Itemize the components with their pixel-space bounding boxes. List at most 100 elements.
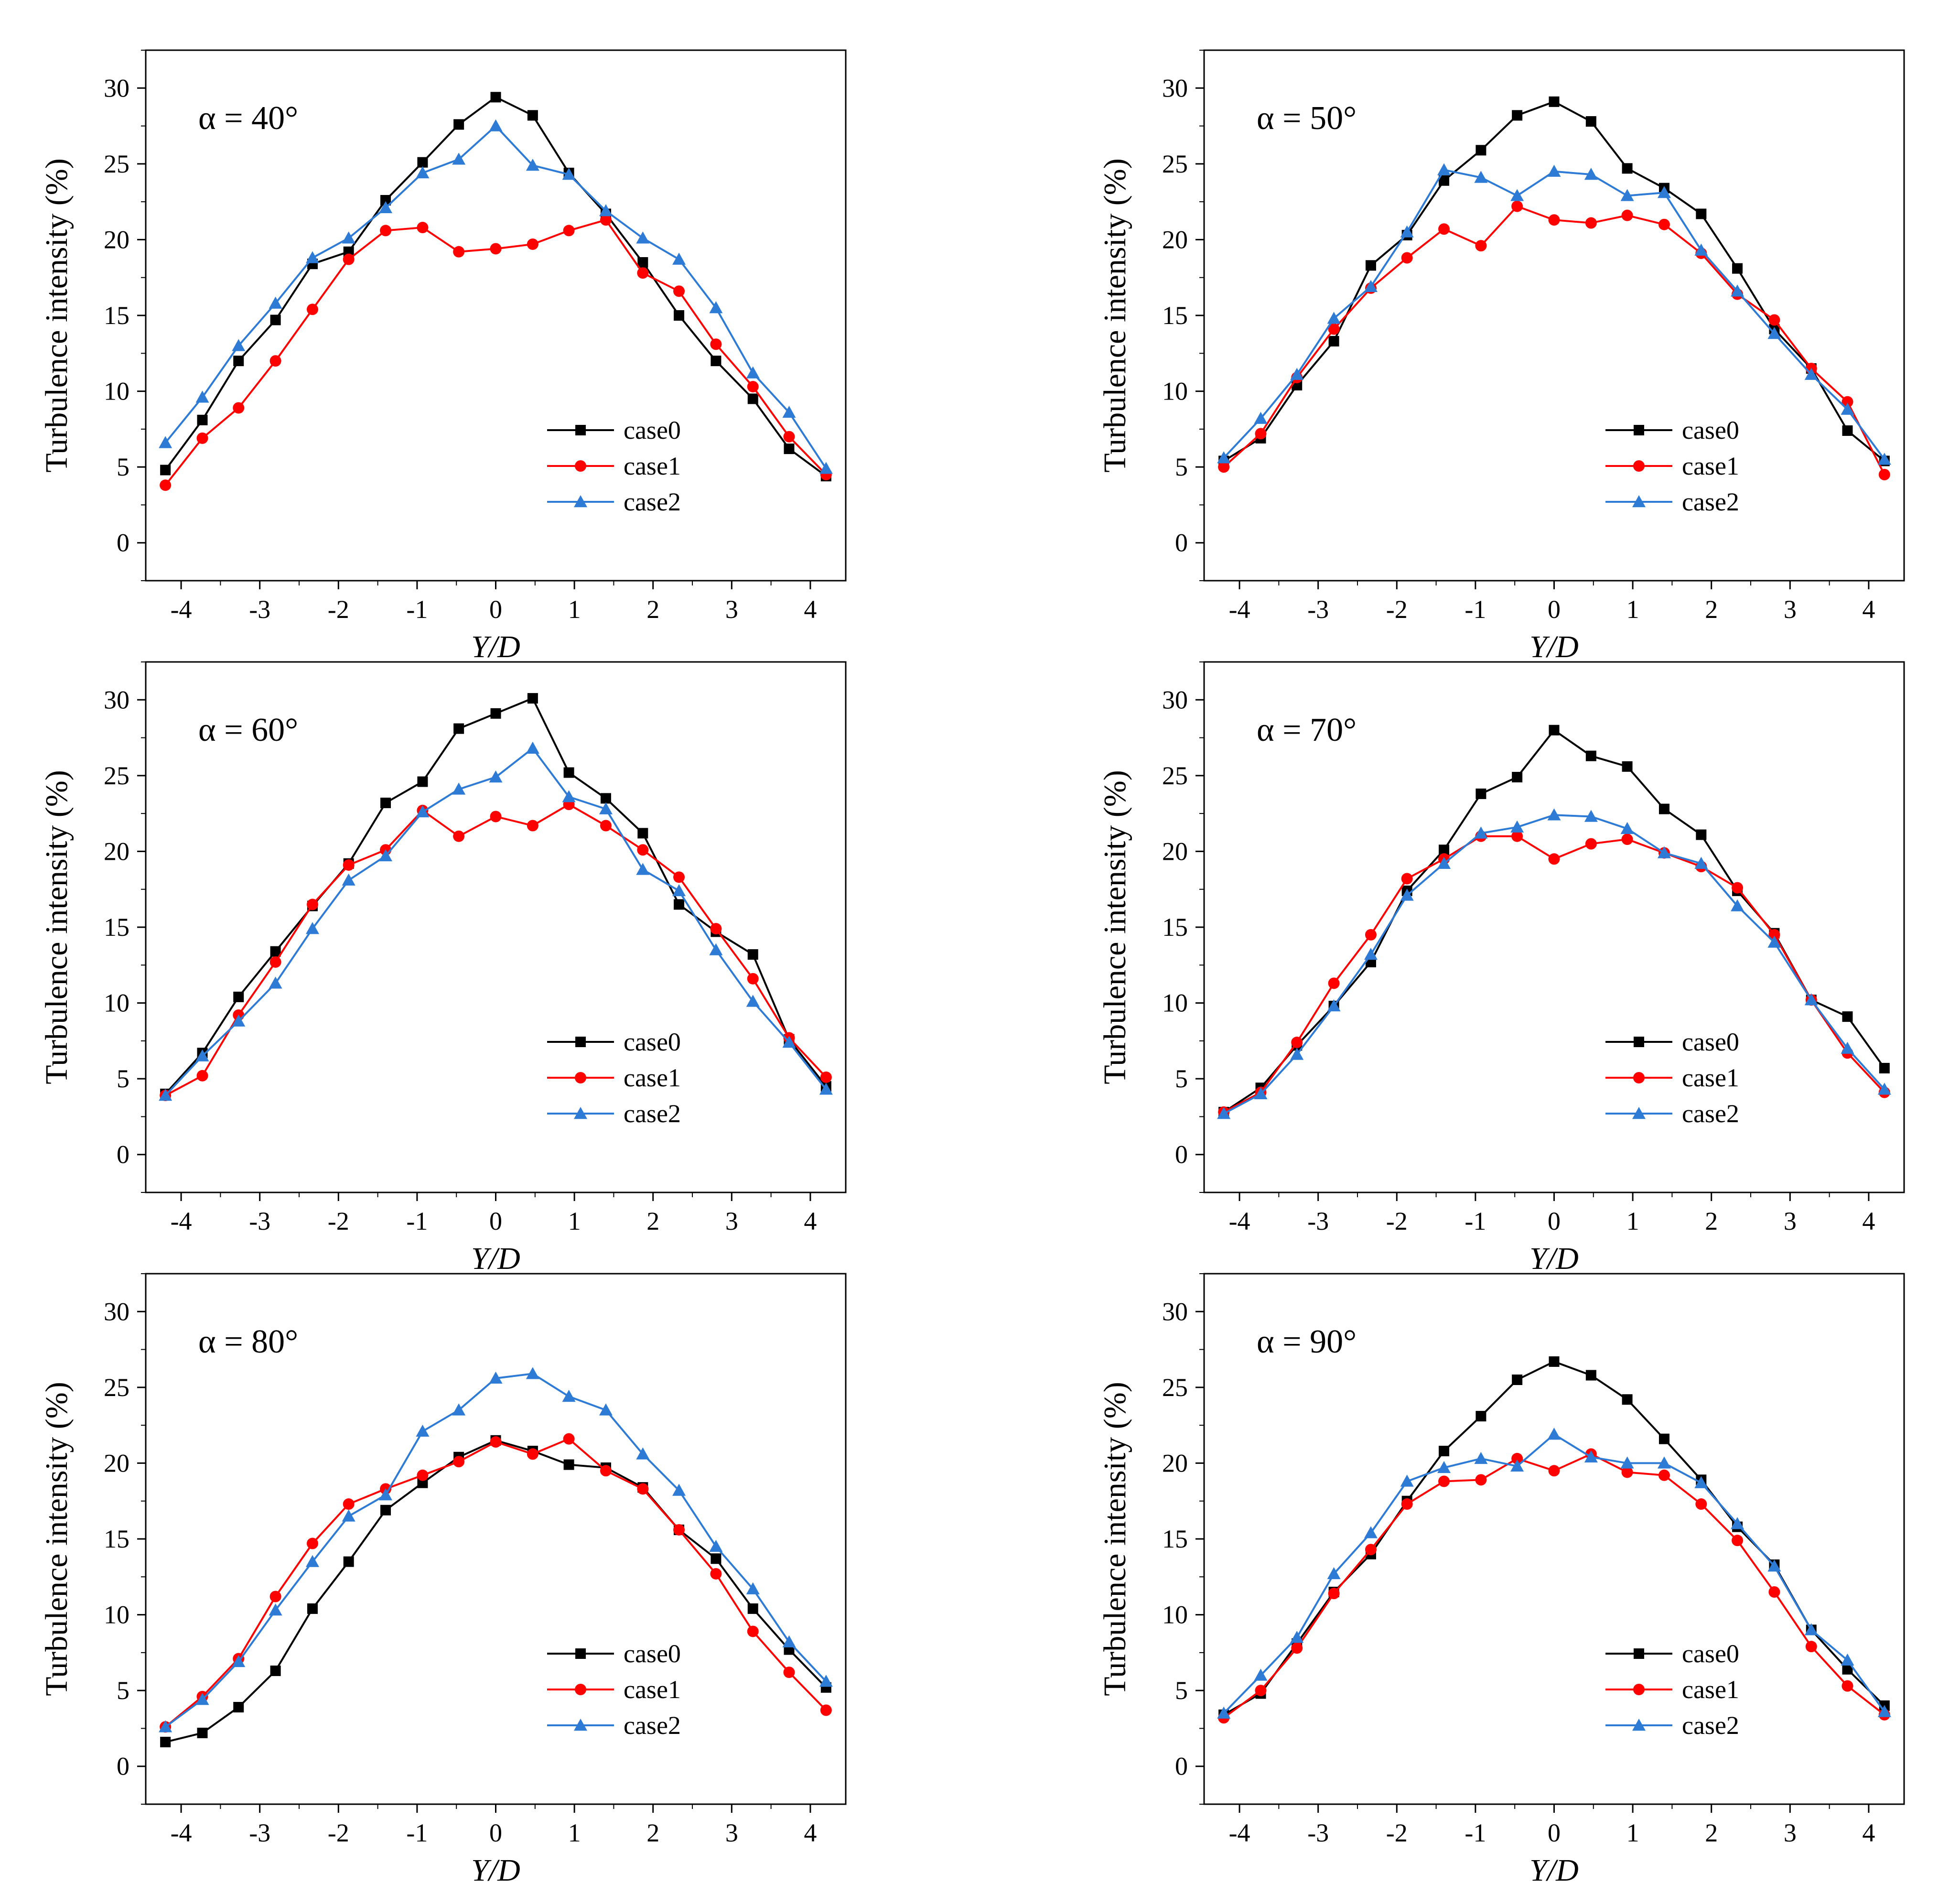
x-tick-label: 1 [568, 595, 581, 624]
data-point-case0 [1622, 1394, 1633, 1405]
y-tick-label: 20 [104, 1449, 129, 1477]
data-point-case2 [1804, 993, 1818, 1006]
x-axis-title: Y/D [471, 1241, 520, 1276]
data-point-case2 [709, 1539, 723, 1552]
data-point-case0 [637, 257, 648, 268]
data-point-case2 [1474, 826, 1488, 839]
data-point-case2 [489, 770, 503, 783]
data-point-case1 [747, 973, 759, 985]
data-point-case0 [453, 723, 464, 734]
data-point-case0 [197, 1727, 208, 1738]
data-point-case1 [820, 1704, 832, 1716]
data-point-case1 [673, 1524, 685, 1536]
x-tick-label: 1 [1626, 1819, 1639, 1847]
data-point-case2 [819, 1083, 833, 1095]
data-point-case2 [819, 462, 833, 474]
data-point-case2 [1877, 1705, 1891, 1717]
y-tick-label: 25 [1162, 1373, 1188, 1402]
data-point-case1 [1511, 1452, 1523, 1464]
legend-label-case1: case1 [1682, 1063, 1739, 1092]
data-point-case0 [1512, 1375, 1523, 1385]
data-point-case2 [1584, 168, 1598, 180]
data-point-case0 [1842, 425, 1853, 436]
data-point-case1 [820, 1071, 832, 1083]
data-point-case1 [637, 267, 649, 279]
legend-label-case0: case0 [1682, 416, 1739, 444]
data-point-case1 [600, 214, 612, 226]
data-point-case1 [417, 222, 429, 234]
data-point-case0 [1585, 116, 1596, 127]
data-point-case2 [1474, 171, 1488, 183]
data-point-case1 [1621, 834, 1633, 845]
y-tick-label: 15 [104, 301, 129, 330]
y-tick-label: 0 [117, 529, 129, 557]
y-tick-label: 10 [104, 989, 129, 1018]
y-tick-label: 10 [1162, 377, 1188, 406]
data-point-case0 [1475, 145, 1486, 156]
data-point-case0 [747, 949, 758, 960]
legend-label-case0: case0 [1682, 1028, 1739, 1056]
data-point-case2 [636, 863, 650, 875]
data-point-case2 [452, 1403, 466, 1416]
data-point-case1 [1732, 1535, 1744, 1547]
data-point-case1 [1548, 853, 1560, 865]
legend-label-case2: case2 [1682, 487, 1739, 516]
data-point-case1 [490, 1436, 502, 1448]
data-point-case2 [782, 1635, 796, 1647]
y-tick-label: 5 [1175, 453, 1188, 481]
y-axis-title: Turbulence intensity (%) [39, 1382, 74, 1696]
x-tick-label: 2 [646, 1207, 659, 1235]
data-point-case2 [746, 1582, 760, 1594]
chart-panel-3: -4 -3 -2 -1 0 1 2 3 4 0 5 10 15 20 25 30 Y/D Turbulence i… [39, 661, 847, 1276]
data-point-case2 [195, 1693, 209, 1705]
data-point-case1 [1475, 240, 1487, 252]
data-point-case1 [343, 1498, 355, 1510]
x-tick-label: 2 [1705, 1819, 1718, 1847]
data-point-case1 [1732, 882, 1744, 894]
panel-label: α = 50° [1257, 100, 1357, 137]
x-tick-label: -4 [171, 1207, 192, 1235]
legend-marker-case1 [575, 1684, 586, 1695]
data-point-case0 [380, 1505, 391, 1516]
data-point-case2 [636, 231, 650, 244]
data-point-case2 [1657, 186, 1671, 198]
series-line-case0 [164, 697, 827, 1095]
data-point-case2 [636, 1447, 650, 1460]
data-point-case2 [1620, 1456, 1634, 1469]
x-tick-label: 4 [1862, 595, 1875, 624]
data-point-case2 [782, 405, 796, 418]
y-tick-label: 25 [104, 1373, 129, 1402]
data-point-case2 [342, 231, 355, 244]
data-point-case2 [1767, 935, 1781, 948]
data-point-case2 [672, 1483, 686, 1496]
data-point-case1 [269, 1591, 281, 1602]
y-tick-label: 15 [1162, 913, 1188, 942]
data-point-case0 [1512, 110, 1523, 121]
data-point-case2 [672, 884, 686, 897]
data-point-case0 [563, 767, 574, 778]
data-point-case1 [747, 1625, 759, 1637]
data-point-case1 [490, 243, 502, 255]
y-tick-label: 0 [117, 1140, 129, 1169]
x-tick-label: -1 [1465, 1207, 1486, 1235]
legend-label-case2: case2 [624, 1099, 681, 1128]
data-point-case0 [711, 356, 722, 367]
series-line-case2 [1223, 169, 1885, 460]
data-point-case2 [379, 201, 393, 214]
data-point-case0 [1475, 1411, 1486, 1422]
data-point-case2 [1437, 856, 1451, 869]
data-point-case0 [1585, 750, 1596, 761]
y-tick-label: 10 [104, 1601, 129, 1629]
x-tick-label: -3 [249, 595, 270, 624]
x-tick-label: 3 [1784, 1207, 1797, 1235]
y-tick-label: 25 [1162, 761, 1188, 790]
data-point-case0 [380, 797, 391, 808]
data-point-case0 [1549, 96, 1560, 107]
data-point-case1 [1695, 1498, 1707, 1510]
data-point-case1 [453, 1456, 465, 1468]
series-line-case0 [1223, 100, 1885, 462]
x-axis-title: Y/D [471, 629, 520, 664]
y-tick-label: 30 [104, 1297, 129, 1326]
x-tick-label: 3 [1784, 1819, 1797, 1847]
y-tick-label: 30 [104, 685, 129, 714]
